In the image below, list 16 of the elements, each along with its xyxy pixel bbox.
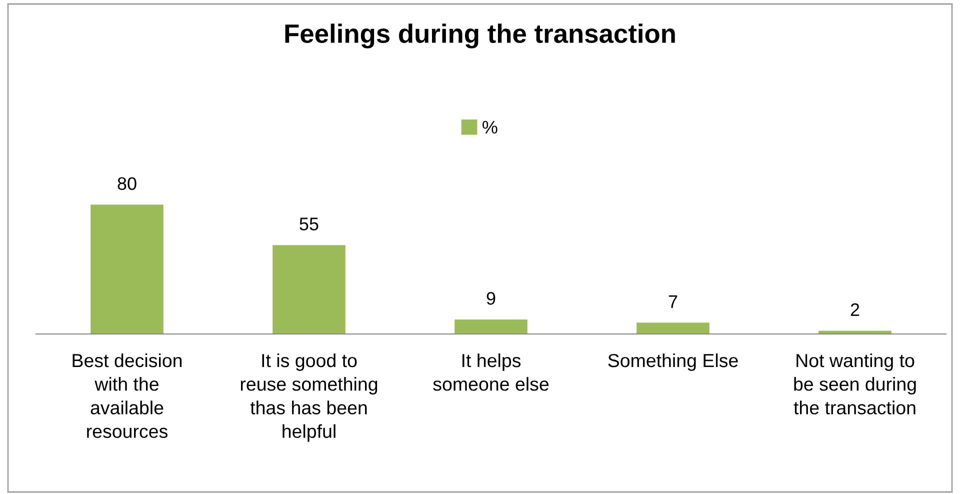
- x-tick-label: Best decision with the available resources: [72, 353, 182, 438]
- bar: [90, 204, 164, 334]
- bar: [454, 319, 528, 334]
- x-tick-label: Not wanting to be seen during the transaction: [794, 353, 916, 414]
- x-tick-label: Something Else: [608, 353, 738, 371]
- bar: [636, 322, 710, 334]
- data-label: 9: [486, 292, 496, 305]
- x-tick-label: It helps someone else: [433, 353, 549, 391]
- bar: [272, 245, 346, 334]
- data-label: 2: [850, 303, 860, 316]
- data-label: 55: [300, 218, 318, 230]
- data-label: 80: [118, 177, 136, 190]
- chart-title: Feelings during the transaction: [285, 24, 675, 48]
- data-label: 7: [668, 295, 678, 308]
- legend-label: %: [482, 120, 498, 134]
- x-tick-label: It is good to reuse something thas has been helpful: [240, 353, 378, 442]
